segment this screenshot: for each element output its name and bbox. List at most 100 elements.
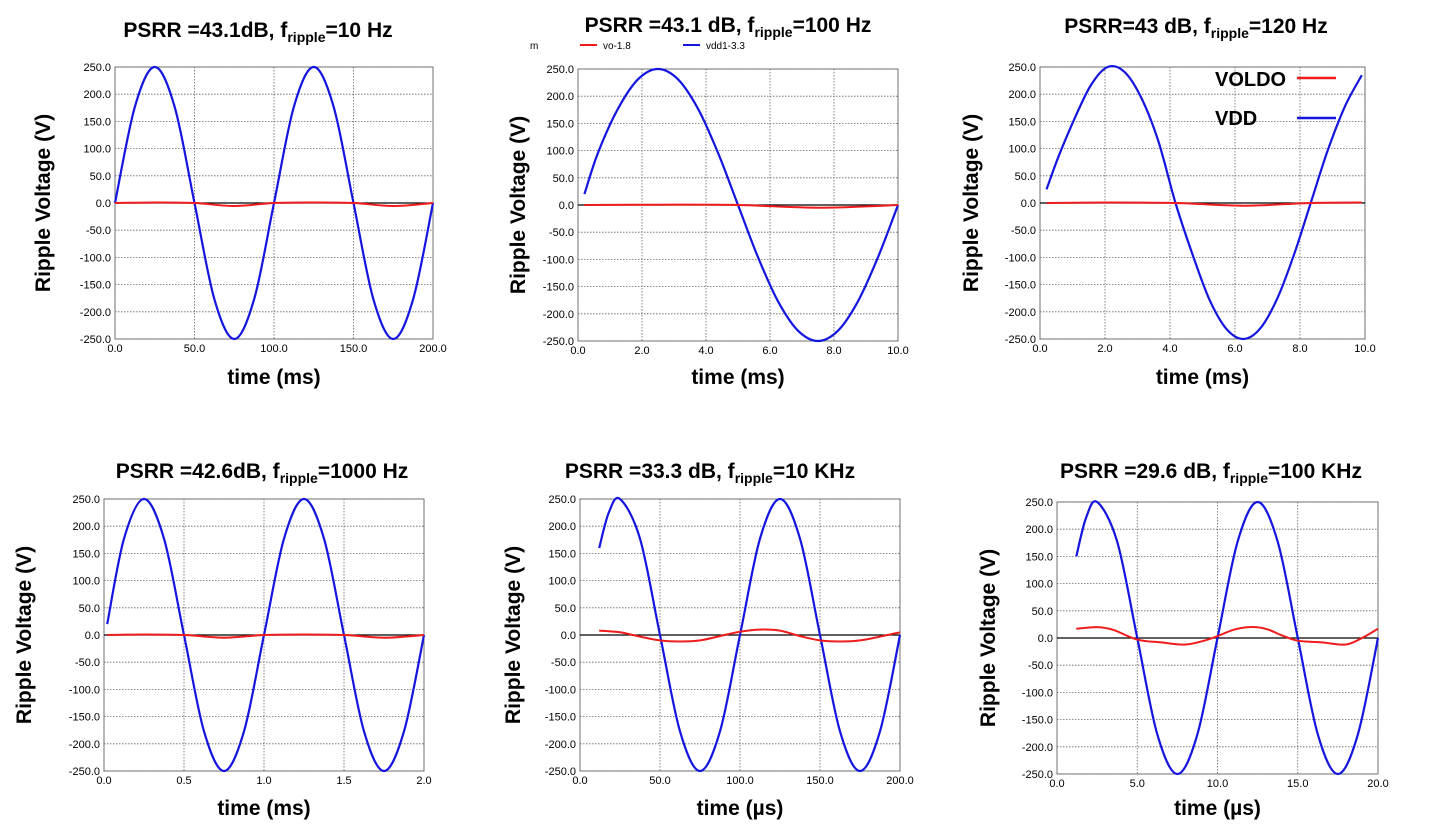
y-tick-label: -150.0 <box>69 712 100 724</box>
x-tick-label: 4.0 <box>1162 343 1177 355</box>
plot-3: 250.0 200.0 150.0 100.0 50.0 0.0 -50.0 -100.0 -1… <box>960 15 1376 389</box>
voldo-series-line <box>1046 201 1362 207</box>
title-main: PSRR =43.1 dB, f <box>585 14 756 37</box>
y-tick-label: 200.0 <box>72 521 100 533</box>
x-tick-label: 2.0 <box>1097 343 1112 355</box>
x-tick-label: 5.0 <box>1130 778 1145 790</box>
voldo-series-line <box>114 201 434 208</box>
legend-voldo-label: VOLDO <box>1215 69 1286 91</box>
y-tick-label: 100.0 <box>546 146 574 158</box>
plot-title: PSRR =43.1dB, fripple=10 Hz <box>123 19 392 45</box>
x-axis-label: time (ms) <box>691 366 784 389</box>
y-tick-label: -150.0 <box>545 712 576 724</box>
title-subscript: ripple <box>1211 25 1249 41</box>
voldo-series-line <box>584 203 899 209</box>
y-tick-label: -200.0 <box>1005 307 1036 319</box>
vdd-series-line <box>1075 500 1380 776</box>
y-tick-label: -100.0 <box>545 684 576 696</box>
legend-vdd-label: VDD <box>1215 108 1257 130</box>
title-main: PSRR=43 dB, f <box>1064 15 1211 38</box>
y-tick-label: -50.0 <box>551 657 576 669</box>
x-tick-label: 0.0 <box>1032 343 1047 355</box>
y-tick-label: -50.0 <box>1011 225 1036 237</box>
x-tick-label: 200.0 <box>419 343 447 355</box>
y-tick-label: 100.0 <box>548 576 576 588</box>
legend: VOLDO VDD <box>1215 69 1336 130</box>
y-tick-label: 150.0 <box>546 118 574 130</box>
y-tick-label: 200.0 <box>1008 89 1036 101</box>
y-tick-label: 250.0 <box>548 494 576 506</box>
plot-title: PSRR =42.6dB, fripple=1000 Hz <box>116 460 409 486</box>
y-tick-label: -50.0 <box>549 227 574 239</box>
vdd-series-line <box>598 496 902 773</box>
y-tick-label: 150.0 <box>72 548 100 560</box>
x-axis-label: time (µs) <box>1174 797 1261 820</box>
y-tick-label: -150.0 <box>543 282 574 294</box>
x-tick-label: 2.0 <box>416 775 431 787</box>
title-subscript: ripple <box>735 470 773 486</box>
x-tick-label: 0.5 <box>176 775 191 787</box>
title-suffix: =1000 Hz <box>318 460 408 483</box>
y-tick-label: 100.0 <box>83 144 111 156</box>
y-tick-label: -250.0 <box>545 766 576 778</box>
y-tick-label: -50.0 <box>1028 660 1053 672</box>
y-tick-label: 50.0 <box>1015 171 1036 183</box>
title-suffix: =100 KHz <box>1268 460 1362 483</box>
title-subscript: ripple <box>1230 470 1268 486</box>
plot-2: 250.0 200.0 150.0 100.0 50.0 0.0 -50.0 -100.0 -1… <box>507 14 909 389</box>
y-tick-label: -100.0 <box>1005 252 1036 264</box>
plot-title: PSRR =29.6 dB, fripple=100 KHz <box>1060 460 1362 486</box>
y-tick-label: 150.0 <box>1025 551 1053 563</box>
vdd-series-line <box>1045 64 1363 341</box>
y-tick-label: 50.0 <box>1032 606 1053 618</box>
y-tick-label: 250.0 <box>1025 497 1053 509</box>
x-tick-label: 10.0 <box>887 345 908 357</box>
x-tick-label: 1.0 <box>256 775 271 787</box>
y-tick-label: -250.0 <box>1022 769 1053 781</box>
legend-vdd-label: vdd1-3.3 <box>706 41 745 52</box>
title-main: PSRR =33.3 dB, f <box>565 460 736 483</box>
plot-4: 250.0 200.0 150.0 100.0 50.0 0.0 -50.0 -100.0 -1… <box>13 460 432 820</box>
title-suffix: =100 Hz <box>793 14 872 37</box>
voldo-series-line <box>107 633 425 639</box>
x-axis-label: time (ms) <box>1156 366 1249 389</box>
y-tick-label: -250.0 <box>80 334 111 346</box>
y-tick-label: 200.0 <box>83 89 111 101</box>
y-axis-label: Ripple Voltage (V) <box>960 114 983 292</box>
y-tick-label: 50.0 <box>79 603 100 615</box>
y-tick-label: 250.0 <box>1008 62 1036 74</box>
y-tick-label: 150.0 <box>548 548 576 560</box>
x-tick-label: 200.0 <box>886 775 914 787</box>
title-suffix: =10 Hz <box>325 19 392 42</box>
y-tick-label: 100.0 <box>1025 579 1053 591</box>
title-suffix: =10 KHz <box>773 460 855 483</box>
small-legend: m vo-1.8 vdd1-3.3 <box>530 41 745 52</box>
x-tick-label: 100.0 <box>260 343 288 355</box>
y-tick-label: 150.0 <box>1008 116 1036 128</box>
y-tick-label: -200.0 <box>80 307 111 319</box>
y-tick-label: -100.0 <box>69 684 100 696</box>
y-tick-label: -200.0 <box>69 739 100 751</box>
x-axis-label: time (ms) <box>217 797 310 820</box>
title-suffix: =120 Hz <box>1249 15 1328 38</box>
y-tick-label: 0.0 <box>559 200 574 212</box>
x-tick-label: 8.0 <box>826 345 841 357</box>
y-tick-label: -250.0 <box>543 336 574 348</box>
y-tick-label: 250.0 <box>546 64 574 76</box>
y-tick-label: 200.0 <box>548 521 576 533</box>
x-tick-label: 150.0 <box>340 343 368 355</box>
y-tick-label: 50.0 <box>555 603 576 615</box>
y-tick-label: -150.0 <box>1005 280 1036 292</box>
title-main: PSRR =29.6 dB, f <box>1060 460 1231 483</box>
y-tick-label: 150.0 <box>83 116 111 128</box>
voldo-series-line <box>1076 626 1379 646</box>
y-tick-label: 0.0 <box>1038 633 1053 645</box>
x-tick-label: 0.0 <box>107 343 122 355</box>
y-tick-label: 200.0 <box>1025 524 1053 536</box>
x-tick-label: 15.0 <box>1287 778 1308 790</box>
y-axis-label: Ripple Voltage (V) <box>13 546 36 724</box>
y-tick-label: -100.0 <box>80 252 111 264</box>
y-tick-label: -200.0 <box>1022 742 1053 754</box>
legend-m-label: m <box>530 41 538 52</box>
